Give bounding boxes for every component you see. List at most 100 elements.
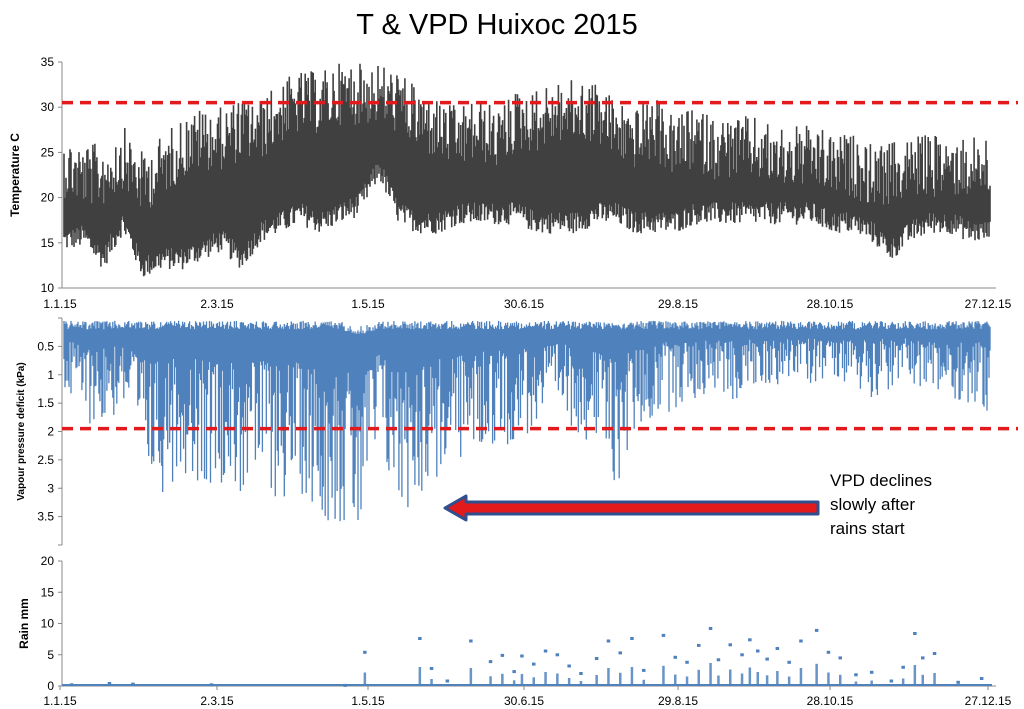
rain-point	[555, 653, 560, 657]
vpd-panel: 0.5 1 1.5 2 2.5 3 3.5 Vapour pressure deficit (…	[16, 317, 1018, 546]
rain-point	[765, 657, 769, 661]
rain-bar	[854, 681, 858, 686]
temperature-panel: 10 15 20 25 30 35 1.1.15 2.3.15 1.5.15 30.6.15 29.…	[8, 55, 1018, 311]
arrow-shape	[443, 494, 820, 522]
rain-point	[594, 657, 599, 660]
vpd-y-tick-label: 3.5	[37, 510, 54, 524]
rain-panel: 0 5 10 15 20 1.1.15 2.3.15 1.5.15 30.6.15 29.8.15…	[17, 554, 1012, 708]
rain-point	[429, 667, 434, 670]
vpd-y-tick-label: 2.5	[37, 453, 54, 467]
rain-point	[69, 683, 74, 687]
rain-point	[740, 653, 744, 657]
rain-bar	[489, 676, 492, 687]
temp-y-tick-label: 25	[41, 145, 55, 159]
rain-bar	[662, 665, 665, 687]
rain-bar	[933, 673, 936, 686]
temp-x-tick-label: 1.5.15	[351, 297, 385, 311]
temp-x-tick-label: 28.10.15	[807, 297, 854, 311]
rain-bar	[765, 675, 769, 687]
rain-point	[630, 637, 634, 640]
rain-bar	[619, 672, 622, 687]
rain-x-tick-label: 27.12.15	[965, 694, 1012, 708]
rain-bar	[870, 680, 873, 686]
rain-bar	[630, 667, 634, 686]
rain-point	[567, 664, 571, 668]
rain-point	[921, 656, 925, 660]
vpd-y-axis-label: Vapour pressure deficit (kPa)	[16, 362, 27, 500]
rain-x-tick-label: 29.8.15	[658, 694, 698, 708]
rain-y-tick-label: 0	[47, 679, 54, 693]
rain-point	[363, 650, 367, 654]
rain-bar	[776, 671, 779, 686]
vpd-y-tick-label: 1	[47, 368, 54, 382]
rain-point	[814, 628, 819, 632]
rain-point	[606, 639, 611, 643]
temp-y-tick-label: 35	[41, 55, 55, 69]
rain-bar	[756, 672, 759, 686]
rain-bar	[642, 679, 645, 687]
rain-point	[343, 683, 347, 687]
rain-bar	[787, 676, 791, 686]
rain-point	[889, 679, 894, 683]
temp-x-tick-label: 30.6.15	[504, 297, 544, 311]
temperature-series	[63, 63, 991, 277]
rain-bar	[729, 669, 732, 686]
chart-title: T & VPD Huixoc 2015	[356, 9, 638, 41]
rain-point	[956, 680, 960, 684]
rain-point	[469, 639, 473, 643]
rain-point	[716, 658, 721, 662]
rain-point	[543, 649, 548, 653]
rain-bar	[607, 668, 610, 686]
rain-point	[685, 660, 689, 664]
rain-y-tick-label: 15	[41, 585, 55, 599]
rain-bar	[674, 674, 677, 686]
vpd-y-tick-label: 2	[47, 425, 54, 439]
rain-bar	[748, 667, 752, 686]
rain-bar	[430, 679, 433, 686]
rain-point	[697, 643, 701, 647]
rain-point	[532, 662, 536, 666]
rain-bar	[469, 668, 473, 686]
temp-y-axis-label: Temperature C	[8, 133, 22, 217]
rain-point	[500, 653, 505, 657]
rain-bar	[520, 674, 524, 686]
rain-bar	[921, 674, 924, 687]
annotation-line2: slowly after	[830, 495, 915, 514]
rain-point	[932, 652, 937, 655]
rain-bar	[913, 665, 917, 686]
vpd-y-tick-label: 1.5	[37, 396, 54, 410]
rain-bar	[901, 678, 905, 686]
rain-point	[661, 633, 666, 637]
temp-x-tick-label: 27.12.15	[965, 297, 1012, 311]
rain-point	[787, 660, 791, 664]
annotation-line1: VPD declines	[830, 471, 932, 490]
rain-point	[854, 673, 858, 677]
rain-bar	[697, 669, 700, 687]
rain-x-tick-label: 28.10.15	[807, 694, 854, 708]
vpd-y-tick-label: 0.5	[37, 339, 54, 353]
rain-point	[520, 654, 524, 658]
rain-bar	[579, 681, 583, 686]
rain-bar	[363, 672, 367, 686]
rain-point	[579, 672, 583, 675]
rain-point	[838, 656, 842, 660]
rain-point	[901, 665, 905, 669]
rain-bar	[512, 680, 516, 687]
temp-x-tick-label: 2.3.15	[200, 297, 234, 311]
rain-point	[728, 643, 732, 647]
vpd-y-tick-label: 3	[47, 481, 54, 495]
rain-point	[775, 647, 780, 650]
rain-point	[642, 668, 646, 672]
rain-bar	[839, 674, 842, 687]
rain-point	[708, 627, 713, 630]
rain-x-tick-label: 2.3.15	[200, 694, 234, 708]
temp-x-tick-label: 1.1.15	[43, 297, 77, 311]
rain-bar	[567, 678, 571, 686]
rain-point	[488, 660, 493, 664]
annotation-line3: rains start	[830, 519, 905, 538]
rain-x-tick-label: 30.6.15	[504, 694, 544, 708]
rain-bar	[799, 668, 803, 686]
rain-y-tick-label: 20	[41, 554, 55, 568]
rain-point	[418, 637, 422, 640]
